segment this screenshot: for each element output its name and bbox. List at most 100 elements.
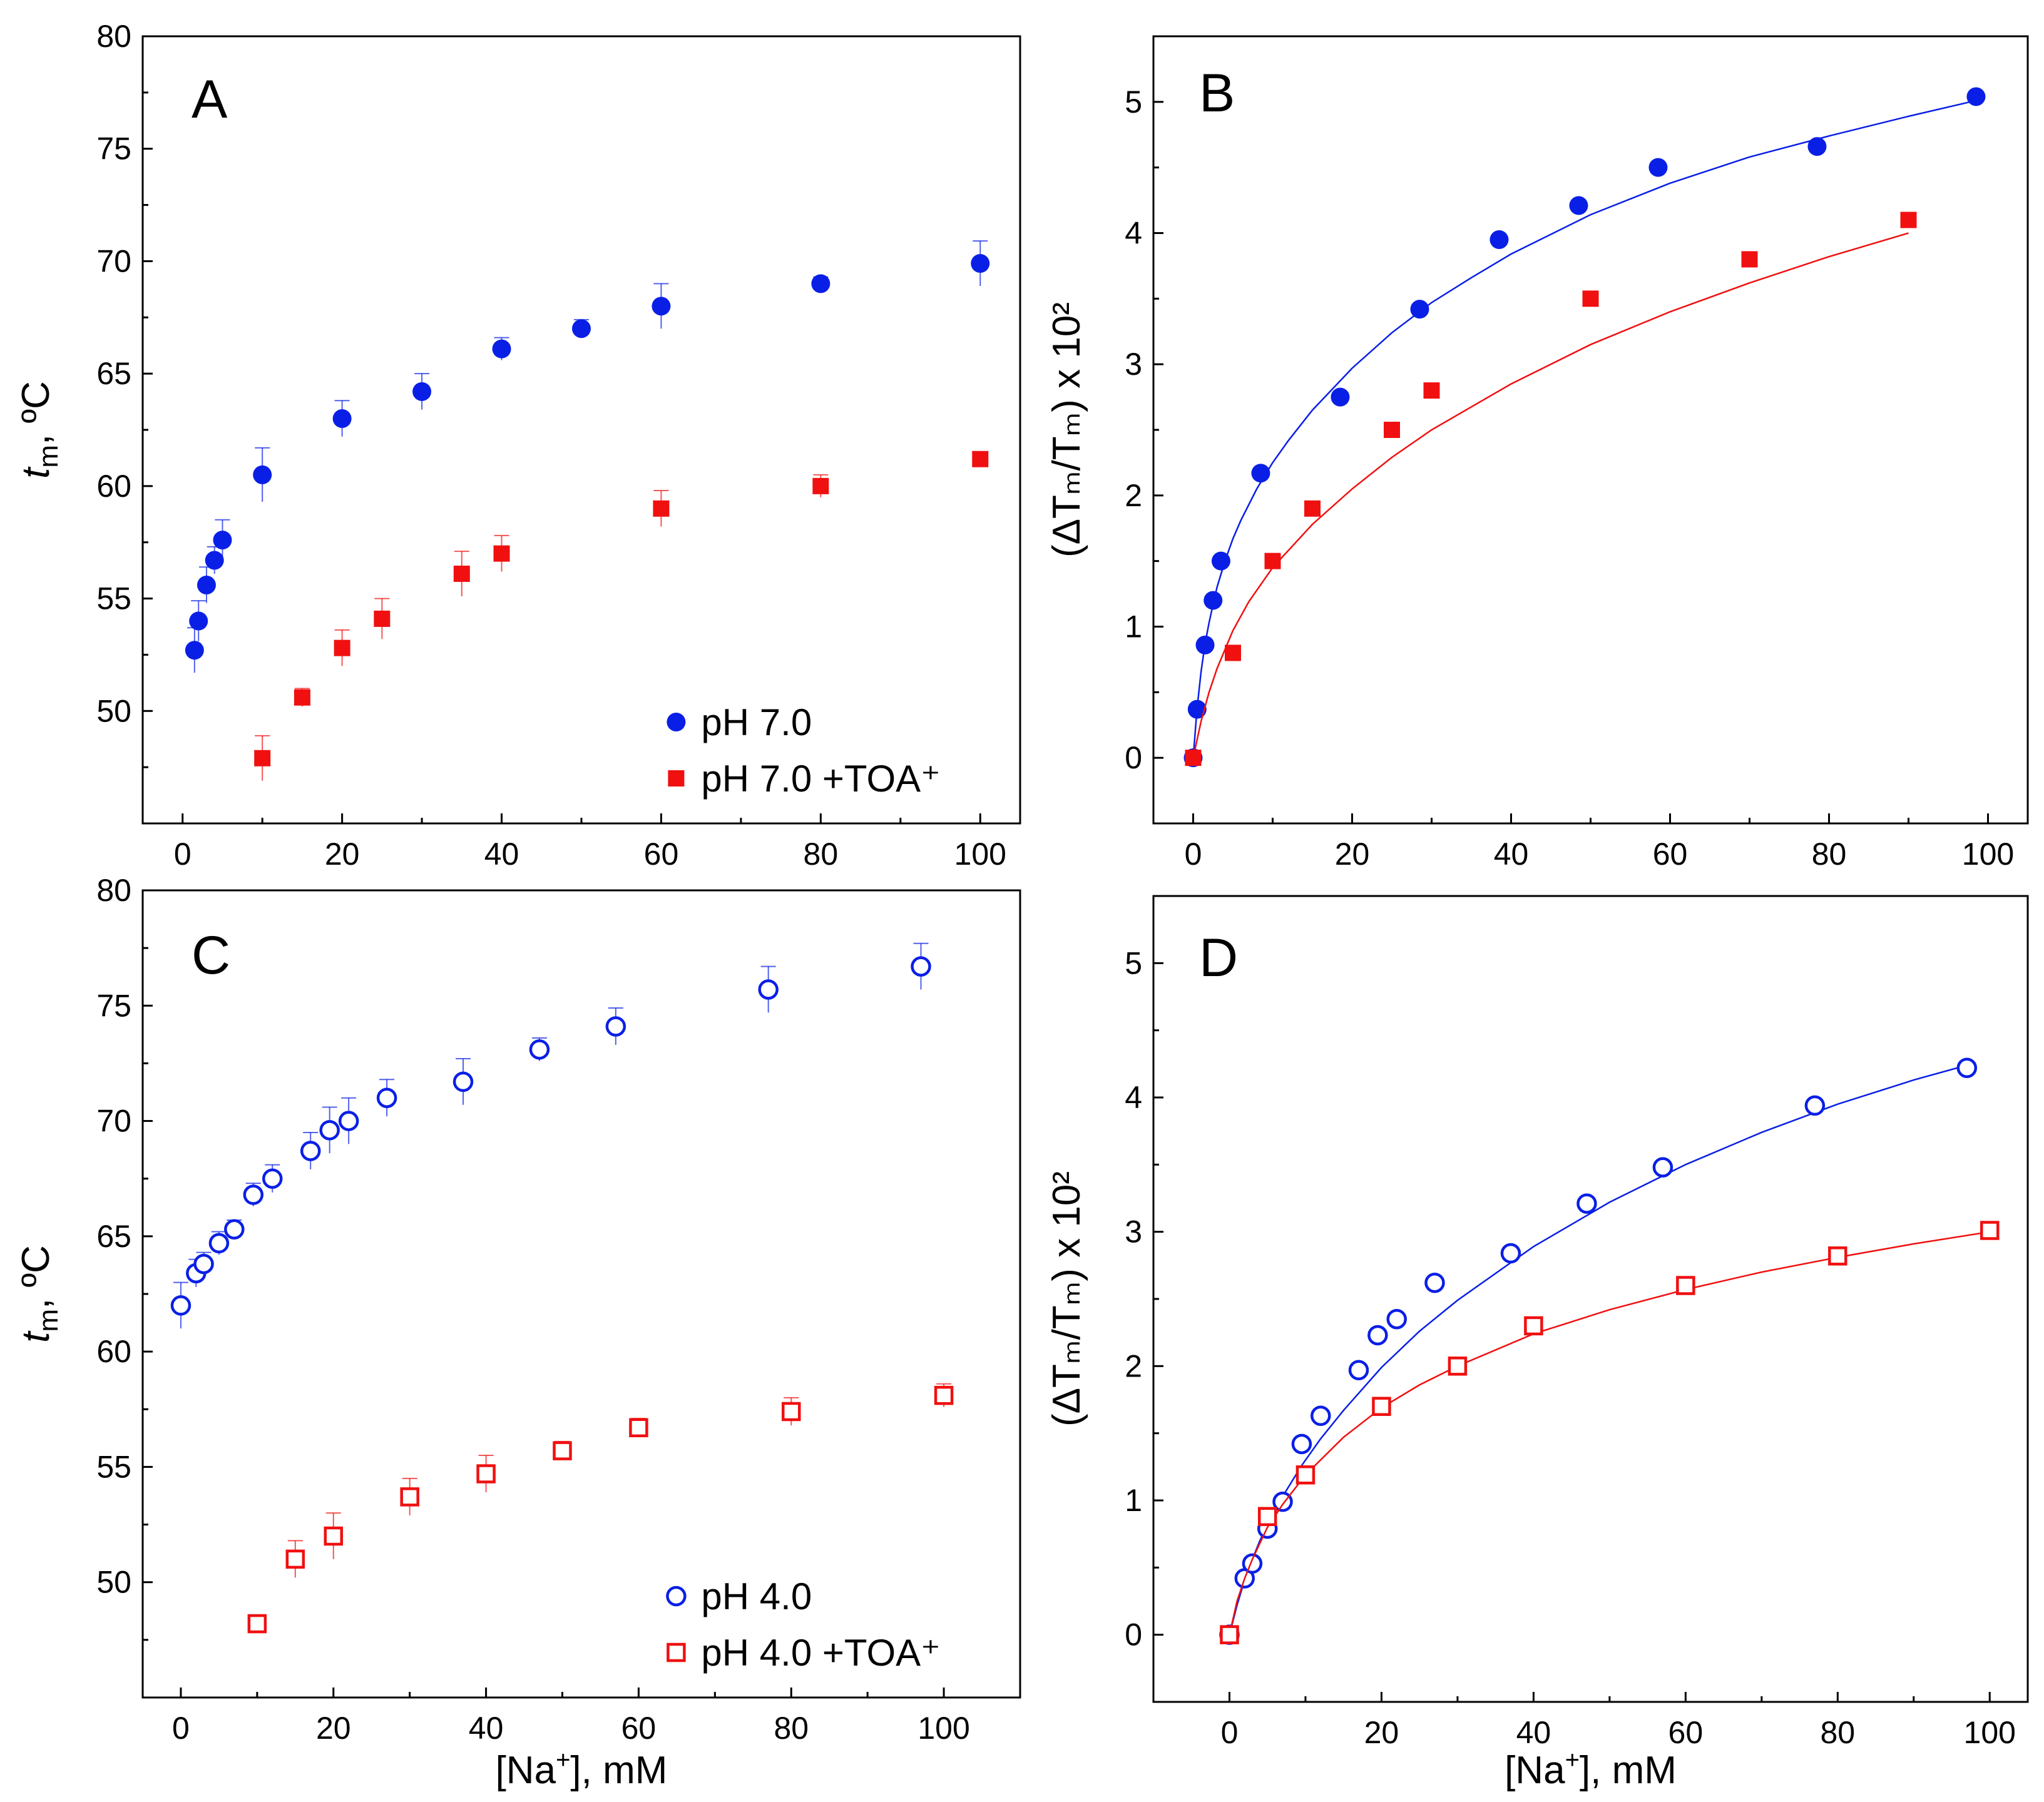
panel-b-x-tick-label: 80 [1812,837,1847,872]
panel-a-x-tick-label: 0 [174,837,192,872]
panel-d-x-tick-label: 60 [1668,1715,1704,1750]
panel-b-y-tick-label: 4 [1125,216,1142,251]
panel-d-x-tick-label: 40 [1516,1715,1551,1750]
panel-a-data-point [205,551,224,569]
panel-d-x-axis-title-pre: [Na [1505,1749,1565,1792]
panel-c-data-point [172,1296,190,1314]
panel-a-y-tick-label: 65 [96,356,131,391]
panel-d-x-axis-title: [Na+], mM [1505,1746,1677,1792]
panel-c-y-tick-label: 70 [96,1104,131,1139]
panel-c-y-axis-title-rest: , ºC [14,1245,58,1309]
panel-d-fit-line-1 [1230,1066,1967,1635]
panel-b-data-point [1331,388,1349,407]
panel-a-data-point [653,501,669,517]
panel-b-data-point [1410,300,1429,318]
panel-a-legend: pH 7.0pH 7.0 +TOA⁺ [667,701,940,800]
panel-c-data-point [936,1387,952,1403]
panel-b-fit-line-2 [1193,233,1909,758]
panel-a-data-point [334,640,350,656]
panel-c-data-point [225,1221,243,1238]
panel-b-data-point [1225,644,1241,661]
panel-b-data-point [1648,158,1667,177]
panel-d-data-point [1981,1223,1998,1239]
panel-c-y-tick-label: 55 [96,1449,131,1484]
figure: 0 20 40 60 80 10050556065707580Atm, ºCpH 7.0p… [0,0,2044,1802]
panel-c-data-point [760,980,777,998]
panel-a-data-point [493,340,511,359]
panel-a-data-point [652,297,670,315]
panel-c-y-tick-label: 65 [96,1219,131,1254]
panel-b-data-point [1265,553,1281,569]
panel-d-data-point [1829,1248,1846,1264]
panel-b: 0 20 40 60 80 100012345 B(ΔTₘ/Tₘ) x 10² [1045,36,2028,872]
panel-c-data-point [630,1420,646,1436]
panel-a-data-point [811,274,830,293]
panel-d-y-tick-label: 3 [1125,1214,1142,1250]
panel-a-y-tick-label: 80 [96,19,131,54]
panel-b-y-tick-label: 5 [1125,84,1142,120]
panel-a-legend-marker [668,770,684,786]
panel-d-data-point [1578,1195,1595,1213]
panel-a-legend-label: pH 7.0 [701,701,812,743]
panel-a-series-2 [254,451,988,781]
panel-c-data-point [554,1443,571,1459]
panel-c-y-tick-label: 50 [96,1565,131,1600]
panel-b-data-point [1742,251,1758,267]
panel-b-data-point [1196,636,1215,654]
panel-a-y-tick-label: 60 [96,469,131,504]
panel-c: 0 20 40 60 80 10050556065707580Ctm, ºC[Na+], … [14,873,1020,1792]
panel-d-data-point [1502,1245,1520,1262]
panel-d-data-point [1369,1326,1386,1344]
panel-a-data-point [494,546,510,562]
panel-a-x-tick-label: 80 [804,837,839,872]
panel-c-y-tick-label: 60 [96,1334,131,1369]
panel-b-data-point [1901,212,1917,228]
panel-b-x-tick-label: 100 [1962,837,2014,872]
panel-c-x-tick-label: 100 [917,1711,969,1746]
panel-c-data-point [402,1489,418,1505]
panel-d-data-point [1806,1097,1824,1114]
panel-c-data-point [478,1465,494,1482]
panel-b-data-point [1304,501,1321,517]
panel-b-x-tick-label: 20 [1335,837,1370,872]
panel-a-data-point [374,611,390,627]
panel-a-x-tick-label: 20 [325,837,360,872]
panel-c-data-point [340,1112,357,1130]
panel-d-data-point [1293,1435,1311,1453]
panel-d-x-axis-title-sup: + [1565,1746,1580,1774]
panel-c-data-point [287,1551,304,1567]
panel-b-x-tick-label: 60 [1653,837,1688,872]
panel-b-series-1 [1184,87,1986,767]
panel-d-data-point [1259,1509,1275,1525]
panel-c-data-point [454,1073,472,1091]
panel-b-data-point [1212,552,1230,571]
panel-c-y-tick-label: 80 [96,873,131,908]
panel-c-y-axis-title: tm, ºC [14,1245,64,1343]
panel-b-data-point [1569,196,1588,215]
panel-a-data-point [189,612,208,631]
panel-d-data-point [1654,1159,1672,1176]
panel-b-data-point [1251,464,1270,482]
panel-d-x-tick-label: 20 [1364,1715,1399,1750]
panel-c-x-tick-label: 60 [621,1711,657,1746]
panel-d-x-axis-title-post: ], mM [1580,1749,1677,1792]
panel-d-y-tick-label: 1 [1125,1483,1142,1518]
panel-a-series-1 [185,241,989,673]
panel-d-y-tick-label: 2 [1125,1348,1142,1383]
panel-d-data-point [1244,1555,1261,1572]
panel-a-y-axis-title: tm, ºC [14,381,64,479]
panel-b-y-tick-label: 2 [1125,478,1142,513]
panel-a-y-tick-label: 50 [96,693,131,728]
panel-a-x-tick-label: 100 [954,837,1006,872]
panel-d-fit-line-2 [1230,1232,1990,1635]
panel-c-data-point [783,1403,799,1420]
panel-a-y-axis-title-rest: , ºC [14,381,58,445]
panel-c-data-point [195,1255,213,1273]
panel-a-data-point [971,254,989,273]
panel-d-data-point [1350,1362,1367,1379]
panel-a-data-point [254,750,270,766]
panel-c-series-2 [249,1384,952,1632]
panel-a-data-point [253,466,272,484]
panel-d-data-point [1426,1274,1443,1291]
